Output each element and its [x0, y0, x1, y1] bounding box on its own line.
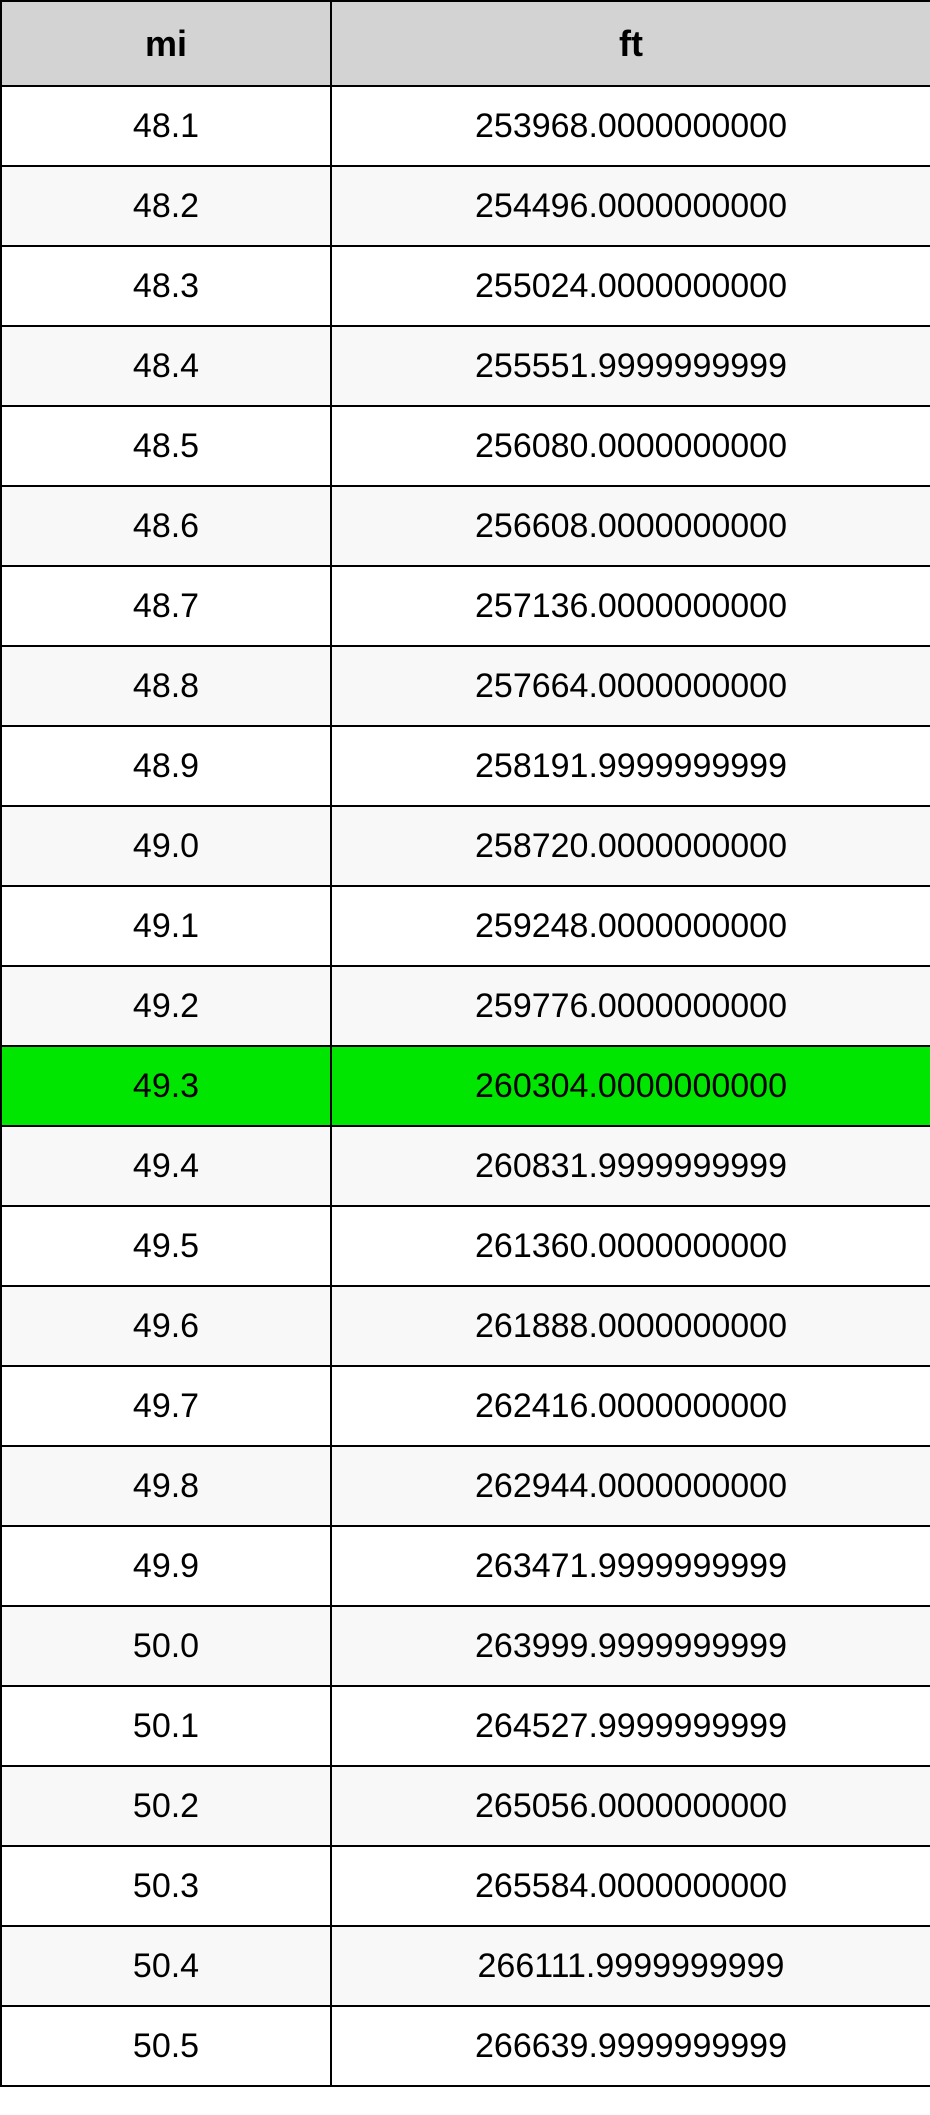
table-row: 48.5256080.0000000000 [1, 406, 930, 486]
cell-ft: 256080.0000000000 [331, 406, 930, 486]
table-row: 48.2254496.0000000000 [1, 166, 930, 246]
cell-ft: 256608.0000000000 [331, 486, 930, 566]
table-body: 48.1253968.000000000048.2254496.00000000… [1, 86, 930, 2086]
cell-mi: 50.0 [1, 1606, 331, 1686]
cell-mi: 50.3 [1, 1846, 331, 1926]
cell-ft: 258720.0000000000 [331, 806, 930, 886]
cell-ft: 265584.0000000000 [331, 1846, 930, 1926]
cell-mi: 48.7 [1, 566, 331, 646]
cell-ft: 255551.9999999999 [331, 326, 930, 406]
table-header-row: mi ft [1, 1, 930, 86]
cell-ft: 260304.0000000000 [331, 1046, 930, 1126]
cell-ft: 257664.0000000000 [331, 646, 930, 726]
table-row: 48.1253968.0000000000 [1, 86, 930, 166]
cell-mi: 49.4 [1, 1126, 331, 1206]
cell-ft: 259248.0000000000 [331, 886, 930, 966]
table-row: 49.7262416.0000000000 [1, 1366, 930, 1446]
cell-mi: 49.7 [1, 1366, 331, 1446]
table-row: 50.3265584.0000000000 [1, 1846, 930, 1926]
cell-ft: 262944.0000000000 [331, 1446, 930, 1526]
conversion-table: mi ft 48.1253968.000000000048.2254496.00… [0, 0, 930, 2087]
cell-mi: 48.9 [1, 726, 331, 806]
cell-mi: 50.5 [1, 2006, 331, 2086]
cell-ft: 264527.9999999999 [331, 1686, 930, 1766]
cell-mi: 49.5 [1, 1206, 331, 1286]
table-row: 50.1264527.9999999999 [1, 1686, 930, 1766]
cell-ft: 261888.0000000000 [331, 1286, 930, 1366]
cell-mi: 48.5 [1, 406, 331, 486]
cell-mi: 50.2 [1, 1766, 331, 1846]
cell-ft: 261360.0000000000 [331, 1206, 930, 1286]
cell-mi: 49.1 [1, 886, 331, 966]
table-row: 50.0263999.9999999999 [1, 1606, 930, 1686]
cell-ft: 263471.9999999999 [331, 1526, 930, 1606]
cell-mi: 48.8 [1, 646, 331, 726]
table-row: 48.6256608.0000000000 [1, 486, 930, 566]
cell-ft: 265056.0000000000 [331, 1766, 930, 1846]
table-row: 50.4266111.9999999999 [1, 1926, 930, 2006]
cell-mi: 49.3 [1, 1046, 331, 1126]
table-row: 49.9263471.9999999999 [1, 1526, 930, 1606]
cell-ft: 253968.0000000000 [331, 86, 930, 166]
table-row: 49.2259776.0000000000 [1, 966, 930, 1046]
cell-ft: 260831.9999999999 [331, 1126, 930, 1206]
cell-mi: 48.2 [1, 166, 331, 246]
cell-mi: 50.1 [1, 1686, 331, 1766]
cell-mi: 49.8 [1, 1446, 331, 1526]
cell-mi: 49.2 [1, 966, 331, 1046]
cell-mi: 49.6 [1, 1286, 331, 1366]
table-row: 50.2265056.0000000000 [1, 1766, 930, 1846]
table-row: 48.7257136.0000000000 [1, 566, 930, 646]
cell-ft: 266639.9999999999 [331, 2006, 930, 2086]
table-row: 49.8262944.0000000000 [1, 1446, 930, 1526]
cell-mi: 50.4 [1, 1926, 331, 2006]
cell-ft: 262416.0000000000 [331, 1366, 930, 1446]
table-row: 50.5266639.9999999999 [1, 2006, 930, 2086]
table-row: 48.8257664.0000000000 [1, 646, 930, 726]
cell-mi: 49.0 [1, 806, 331, 886]
cell-mi: 48.6 [1, 486, 331, 566]
table-row: 49.3260304.0000000000 [1, 1046, 930, 1126]
table-row: 48.9258191.9999999999 [1, 726, 930, 806]
table-row: 48.4255551.9999999999 [1, 326, 930, 406]
table-row: 48.3255024.0000000000 [1, 246, 930, 326]
cell-ft: 257136.0000000000 [331, 566, 930, 646]
cell-ft: 259776.0000000000 [331, 966, 930, 1046]
cell-ft: 263999.9999999999 [331, 1606, 930, 1686]
cell-ft: 258191.9999999999 [331, 726, 930, 806]
table-row: 49.0258720.0000000000 [1, 806, 930, 886]
cell-mi: 48.3 [1, 246, 331, 326]
cell-mi: 49.9 [1, 1526, 331, 1606]
cell-ft: 254496.0000000000 [331, 166, 930, 246]
cell-ft: 255024.0000000000 [331, 246, 930, 326]
table-row: 49.6261888.0000000000 [1, 1286, 930, 1366]
cell-mi: 48.4 [1, 326, 331, 406]
table-row: 49.1259248.0000000000 [1, 886, 930, 966]
column-header-mi: mi [1, 1, 331, 86]
cell-ft: 266111.9999999999 [331, 1926, 930, 2006]
cell-mi: 48.1 [1, 86, 331, 166]
table-row: 49.5261360.0000000000 [1, 1206, 930, 1286]
table-row: 49.4260831.9999999999 [1, 1126, 930, 1206]
column-header-ft: ft [331, 1, 930, 86]
